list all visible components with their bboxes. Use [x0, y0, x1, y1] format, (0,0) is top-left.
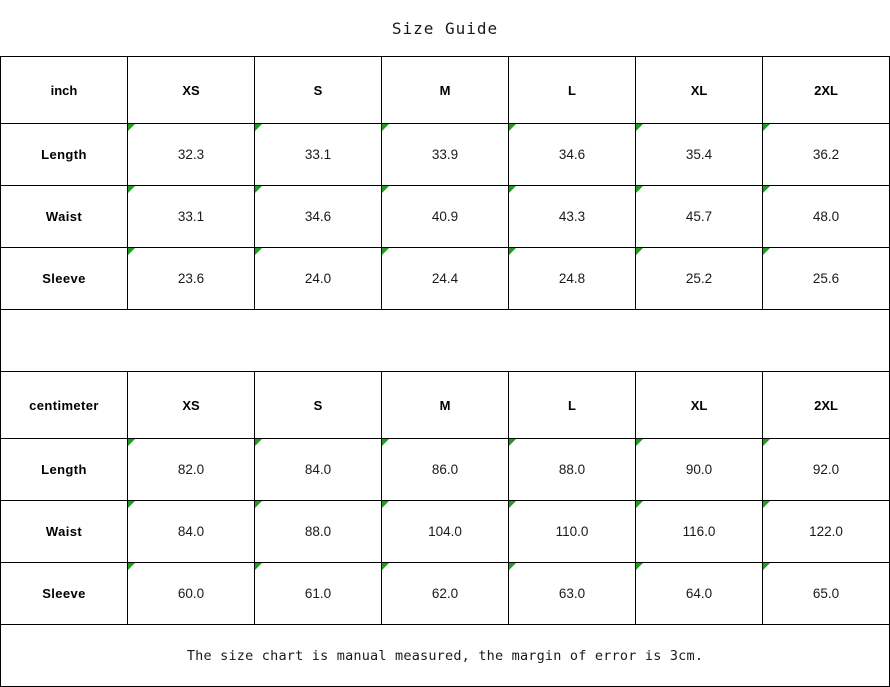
cell-inch-length-xl: 35.4 [635, 123, 763, 186]
size-header-xs: XS [127, 56, 255, 124]
cell-cm-sleeve-m: 62.0 [381, 562, 509, 625]
table-row: Sleeve 23.6 24.0 24.4 24.8 25.2 25.6 [0, 247, 890, 310]
inch-header-row: inch XS S M L XL 2XL [0, 56, 890, 124]
cell-inch-length-m: 33.9 [381, 123, 509, 186]
cell-inch-sleeve-l: 24.8 [508, 247, 636, 310]
table-row: Sleeve 60.0 61.0 62.0 63.0 64.0 65.0 [0, 562, 890, 625]
table-spacer-row [0, 309, 890, 372]
table-row: Length 32.3 33.1 33.9 34.6 35.4 36.2 [0, 123, 890, 186]
size-header-cm-xl: XL [635, 371, 763, 439]
size-header-cm-s: S [254, 371, 382, 439]
measurement-disclaimer: The size chart is manual measured, the m… [0, 624, 890, 687]
cell-cm-length-l: 88.0 [508, 438, 636, 501]
footer-note-row: The size chart is manual measured, the m… [0, 624, 890, 687]
cell-inch-waist-s: 34.6 [254, 185, 382, 248]
cell-cm-sleeve-xs: 60.0 [127, 562, 255, 625]
table-row: Length 82.0 84.0 86.0 88.0 90.0 92.0 [0, 438, 890, 501]
table-row: Waist 33.1 34.6 40.9 43.3 45.7 48.0 [0, 185, 890, 248]
cell-cm-waist-m: 104.0 [381, 500, 509, 563]
cell-cm-sleeve-2xl: 65.0 [761, 562, 890, 625]
cell-inch-sleeve-xl: 25.2 [635, 247, 763, 310]
size-header-xl: XL [635, 56, 763, 124]
title-row: Size Guide [0, 0, 890, 57]
cell-cm-length-xs: 82.0 [127, 438, 255, 501]
cell-inch-length-2xl: 36.2 [761, 123, 890, 186]
cell-inch-waist-l: 43.3 [508, 185, 636, 248]
cell-inch-waist-2xl: 48.0 [761, 185, 890, 248]
size-header-cm-m: M [381, 371, 509, 439]
unit-header-centimeter: centimeter [0, 371, 128, 439]
measure-label-cm-waist: Waist [0, 500, 128, 563]
centimeter-header-row: centimeter XS S M L XL 2XL [0, 371, 890, 439]
size-header-m: M [381, 56, 509, 124]
table-row: Waist 84.0 88.0 104.0 110.0 116.0 122.0 [0, 500, 890, 563]
size-header-cm-l: L [508, 371, 636, 439]
size-header-l: L [508, 56, 636, 124]
measure-label-sleeve: Sleeve [0, 247, 128, 310]
size-header-cm-xs: XS [127, 371, 255, 439]
cell-inch-sleeve-s: 24.0 [254, 247, 382, 310]
cell-cm-waist-xs: 84.0 [127, 500, 255, 563]
cell-cm-length-m: 86.0 [381, 438, 509, 501]
cell-inch-length-s: 33.1 [254, 123, 382, 186]
measure-label-cm-sleeve: Sleeve [0, 562, 128, 625]
cell-cm-waist-l: 110.0 [508, 500, 636, 563]
cell-inch-length-xs: 32.3 [127, 123, 255, 186]
cell-cm-length-xl: 90.0 [635, 438, 763, 501]
measure-label-cm-length: Length [0, 438, 128, 501]
cell-inch-length-l: 34.6 [508, 123, 636, 186]
size-header-s: S [254, 56, 382, 124]
cell-inch-sleeve-xs: 23.6 [127, 247, 255, 310]
cell-cm-waist-xl: 116.0 [635, 500, 763, 563]
measure-label-waist: Waist [0, 185, 128, 248]
cell-inch-sleeve-2xl: 25.6 [761, 247, 890, 310]
cell-cm-sleeve-s: 61.0 [254, 562, 382, 625]
unit-header-inch: inch [0, 56, 128, 124]
cell-cm-waist-2xl: 122.0 [761, 500, 890, 563]
table-spacer [0, 309, 890, 372]
size-header-2xl: 2XL [761, 56, 890, 124]
cell-cm-sleeve-l: 63.0 [508, 562, 636, 625]
cell-inch-waist-m: 40.9 [381, 185, 509, 248]
cell-cm-sleeve-xl: 64.0 [635, 562, 763, 625]
size-header-cm-2xl: 2XL [761, 371, 890, 439]
cell-cm-length-s: 84.0 [254, 438, 382, 501]
measure-label-length: Length [0, 123, 128, 186]
cell-inch-waist-xl: 45.7 [635, 185, 763, 248]
cell-inch-sleeve-m: 24.4 [381, 247, 509, 310]
cell-inch-waist-xs: 33.1 [127, 185, 255, 248]
cell-cm-length-2xl: 92.0 [761, 438, 890, 501]
cell-cm-waist-s: 88.0 [254, 500, 382, 563]
page-title: Size Guide [0, 0, 890, 57]
